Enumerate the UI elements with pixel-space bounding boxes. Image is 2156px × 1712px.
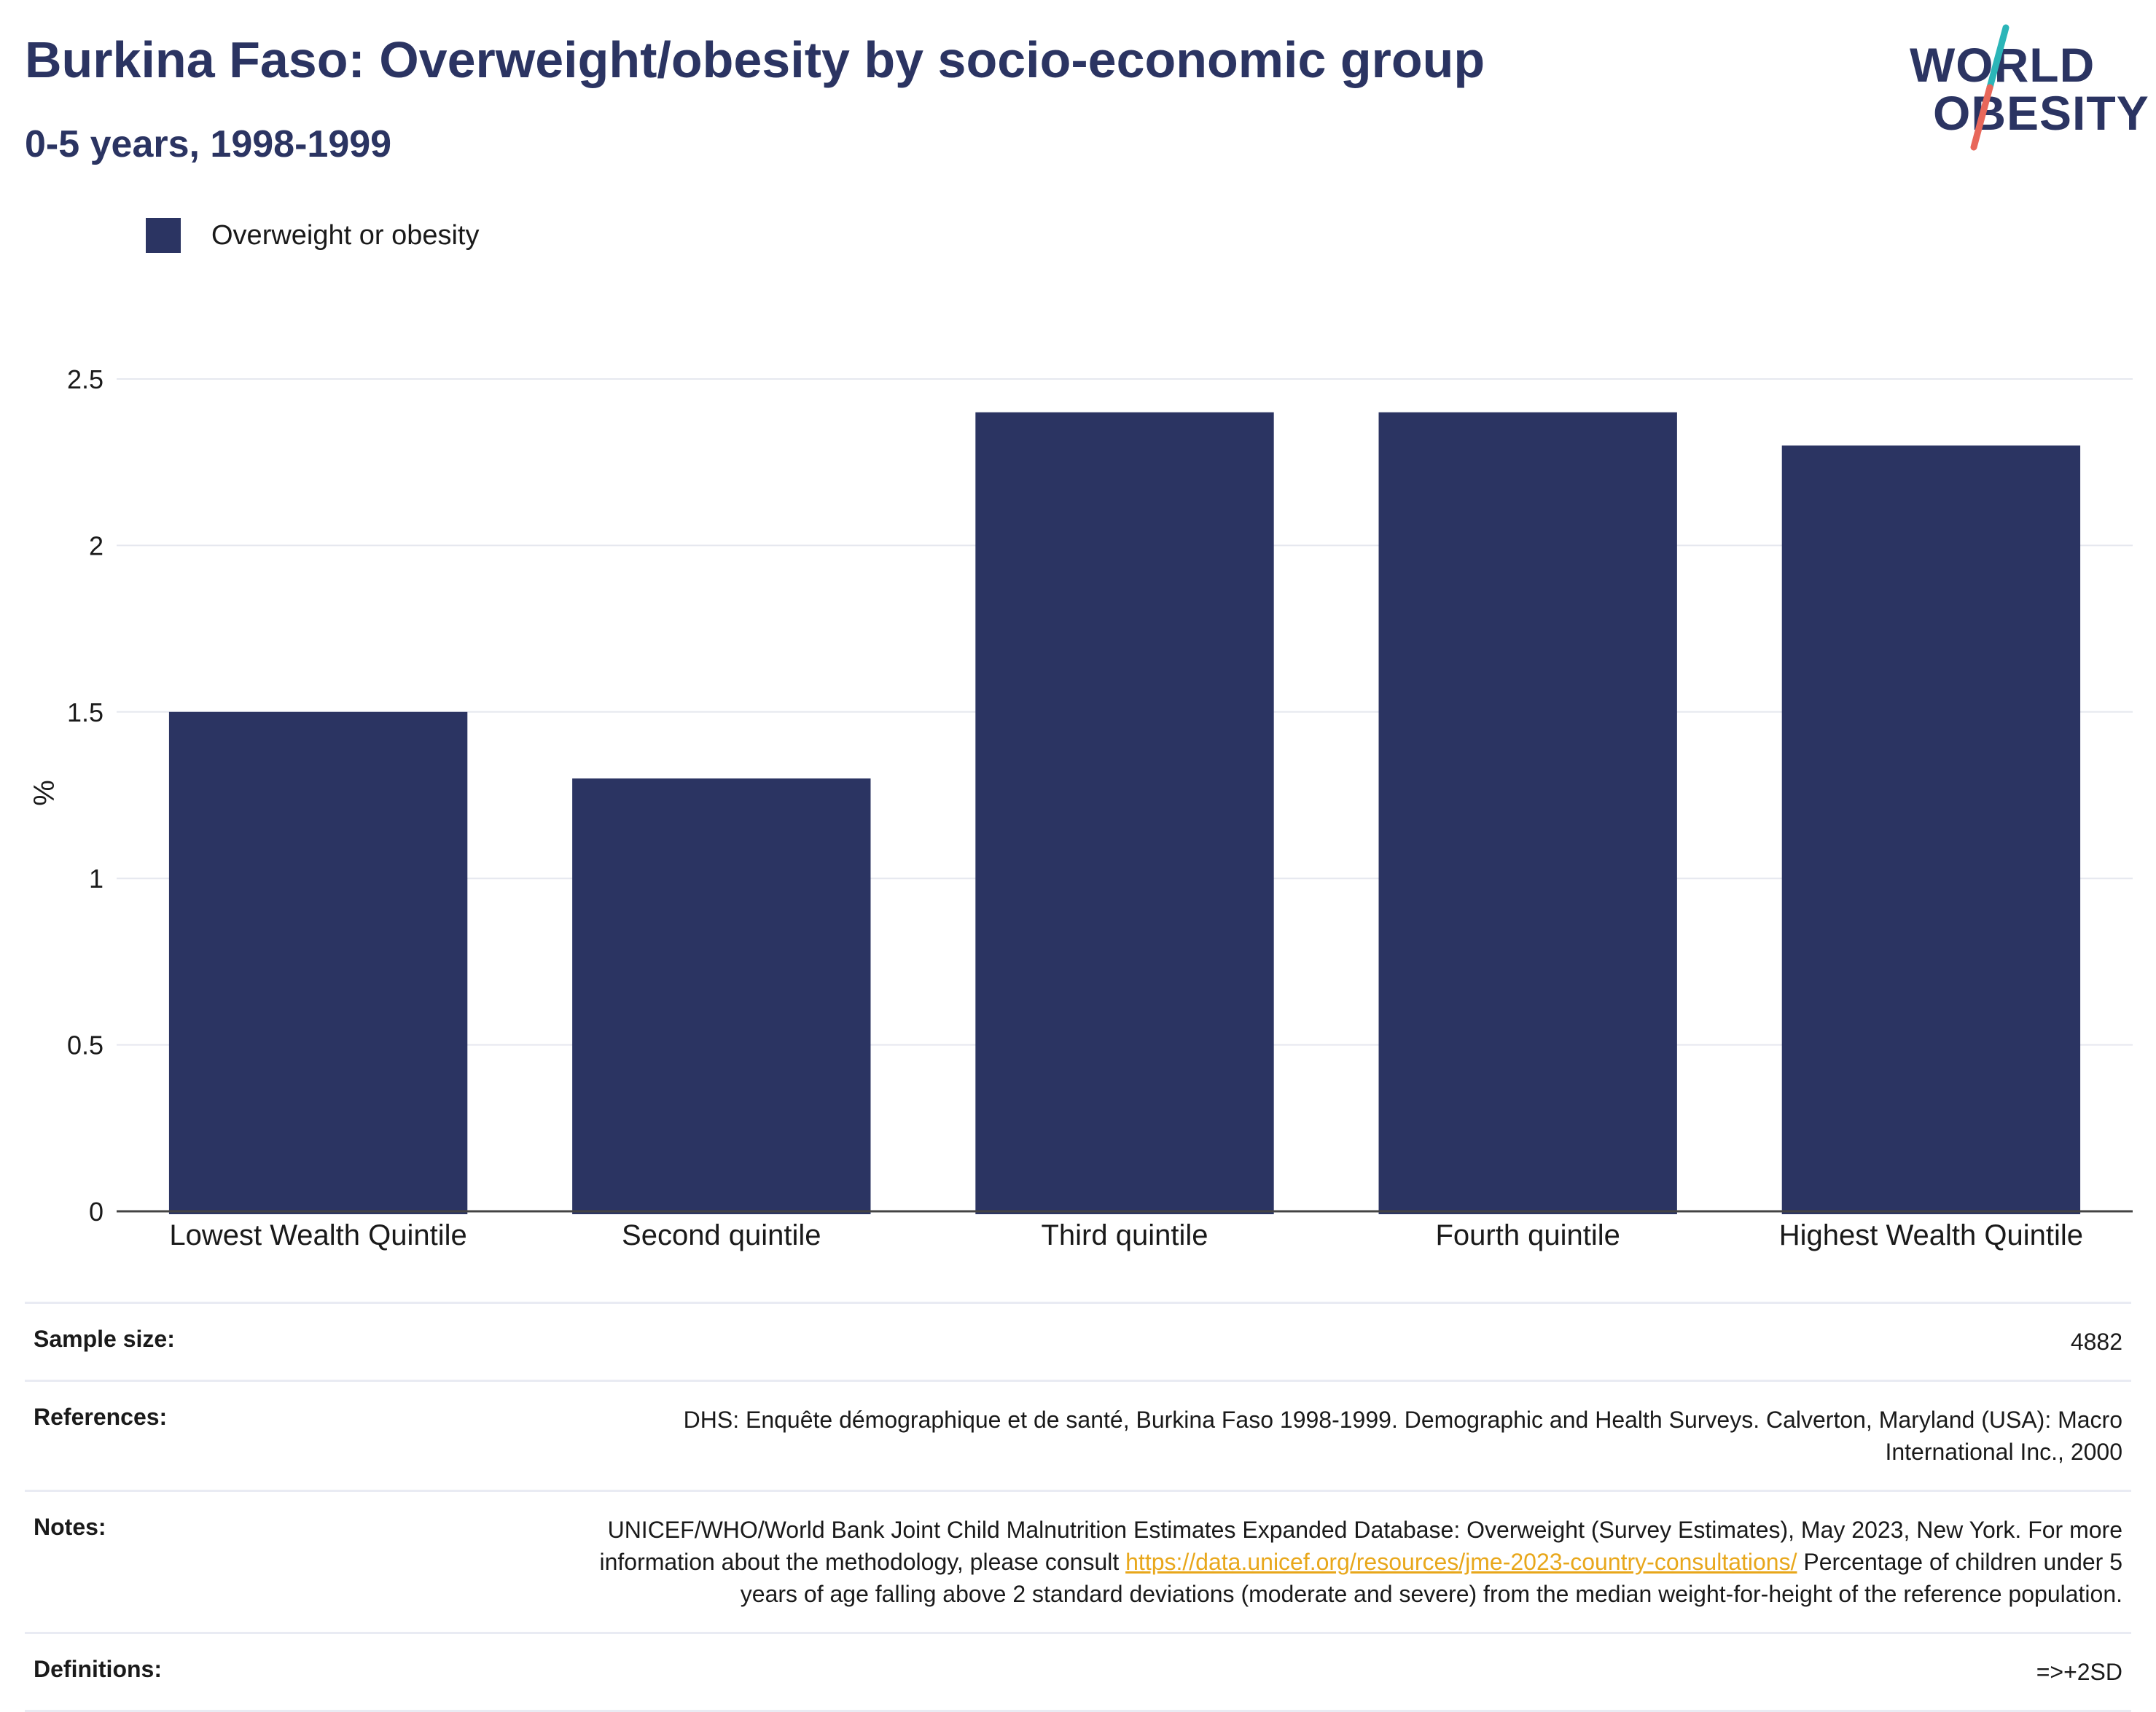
- y-tick-labels: 0 0.5 1 1.5 2 2.5: [67, 364, 103, 1227]
- sample-size-label: Sample size:: [34, 1326, 175, 1352]
- x-tick-label: Second quintile: [622, 1219, 821, 1251]
- y-tick-label: 1: [89, 864, 103, 894]
- chart-subtitle: 0-5 years, 1998-1999: [25, 123, 392, 165]
- references-row: References: DHS: Enquête démographique e…: [25, 1380, 2131, 1490]
- notes-label: Notes:: [34, 1514, 106, 1540]
- references-value: DHS: Enquête démographique et de santé, …: [683, 1407, 2122, 1465]
- notes-link[interactable]: https://data.unicef.org/resources/jme-20…: [1125, 1549, 1797, 1575]
- x-tick-label: Lowest Wealth Quintile: [169, 1219, 466, 1251]
- x-tick-label: Highest Wealth Quintile: [1779, 1219, 2083, 1251]
- y-tick-label: 2.5: [67, 364, 103, 394]
- y-tick-label: 0: [89, 1197, 103, 1227]
- notes-text-before: UNICEF/WHO/World Bank Joint Child Malnut…: [599, 1517, 2122, 1575]
- bar: [975, 412, 1274, 1215]
- bar: [1378, 412, 1677, 1215]
- definitions-value: =>+2SD: [2036, 1659, 2122, 1685]
- definitions-row: Definitions: =>+2SD: [25, 1632, 2131, 1712]
- bar: [572, 778, 871, 1214]
- definitions-label: Definitions:: [34, 1656, 162, 1682]
- x-tick-label: Third quintile: [1041, 1219, 1208, 1251]
- legend-swatch: [146, 218, 181, 253]
- notes-row: Notes: UNICEF/WHO/World Bank Joint Child…: [25, 1490, 2131, 1632]
- y-tick-label: 0.5: [67, 1031, 103, 1060]
- world-obesity-logo: WORLD OBESITY: [1895, 22, 2149, 153]
- chart-legend: Overweight or obesity: [146, 217, 480, 254]
- sample-size-value: 4882: [2070, 1329, 2122, 1355]
- logo-word-obesity: OBESITY: [1933, 86, 2149, 140]
- bar: [168, 711, 468, 1214]
- notes-value: UNICEF/WHO/World Bank Joint Child Malnut…: [592, 1514, 2122, 1610]
- x-tick-label: Fourth quintile: [1435, 1219, 1620, 1251]
- chart-title: Burkina Faso: Overweight/obesity by soci…: [25, 31, 1485, 88]
- bars: [168, 412, 2081, 1215]
- info-table: Sample size: 4882 References: DHS: Enquê…: [25, 1302, 2131, 1712]
- y-tick-label: 1.5: [67, 697, 103, 727]
- references-label: References:: [34, 1404, 168, 1430]
- logo-slash-icon: [1970, 24, 2009, 151]
- bar: [1781, 445, 2081, 1214]
- notes-text-after: Percentage of children under 5 years of …: [740, 1549, 2122, 1607]
- y-tick-label: 2: [89, 531, 103, 560]
- bar-chart: 0 0.5 1 1.5 2 2.5 Lowest Wealth Quintile Secon…: [28, 364, 2133, 1251]
- y-axis-label: %: [28, 780, 60, 806]
- sample-size-row: Sample size: 4882: [25, 1302, 2131, 1380]
- legend-label: Overweight or obesity: [211, 219, 480, 251]
- x-tick-labels: Lowest Wealth Quintile Second quintile Thi…: [169, 1219, 2083, 1251]
